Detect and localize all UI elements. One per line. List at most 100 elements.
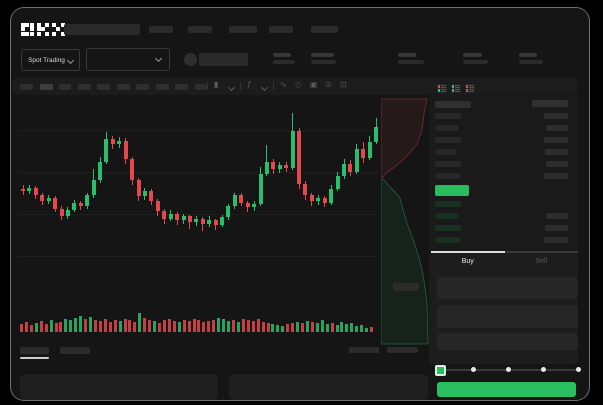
slider-stop-dot[interactable]: [575, 367, 581, 372]
candle-body: [59, 208, 64, 217]
ask-amount[interactable]: [544, 113, 568, 119]
trade-input-field[interactable]: [437, 305, 578, 328]
timeframe-button[interactable]: [77, 84, 91, 90]
timeframe-button[interactable]: [116, 84, 130, 90]
candle-body: [245, 202, 250, 208]
chart-tab-right[interactable]: [387, 347, 418, 353]
okx-logo-pixel: [45, 31, 50, 36]
ask-price[interactable]: [435, 137, 461, 143]
tab-sell[interactable]: Sell: [535, 258, 548, 265]
timeframe-button[interactable]: [97, 84, 110, 90]
volume-bar: [266, 323, 270, 332]
stat-value: [311, 53, 334, 57]
depth-panel: [381, 98, 429, 345]
okx-logo-pixel: [25, 31, 30, 36]
timeframe-button[interactable]: [155, 84, 169, 90]
bid-amount[interactable]: [546, 213, 568, 219]
okx-logo-pixel: [29, 31, 34, 36]
volume-bar: [153, 321, 157, 332]
market-type-dropdown[interactable]: Spot Trading: [21, 49, 80, 71]
nav-item[interactable]: [269, 26, 293, 33]
price-chart[interactable]: [11, 94, 429, 344]
ask-price[interactable]: [435, 173, 460, 179]
nav-item[interactable]: [311, 26, 338, 33]
volume-bar: [207, 321, 211, 332]
candle-body: [264, 161, 269, 174]
timeframe-button[interactable]: [20, 84, 33, 90]
fullscreen-icon[interactable]: ⊡: [340, 80, 347, 89]
ob-mode-row: [452, 86, 460, 89]
candle-body: [329, 188, 334, 203]
volume-bar: [276, 325, 280, 332]
ob-mode-dot: [438, 88, 440, 91]
order-book-panel: [429, 94, 578, 251]
bid-price[interactable]: [435, 237, 460, 243]
timeframe-button[interactable]: [136, 84, 149, 90]
trade-input-field[interactable]: [437, 277, 578, 299]
candle-wick: [202, 217, 204, 232]
bid-price[interactable]: [435, 213, 459, 219]
ob-mode-row: [466, 85, 474, 87]
ask-price[interactable]: [435, 149, 457, 155]
volume-bar: [296, 322, 300, 332]
chart-tab-right[interactable]: [349, 347, 379, 353]
chart-gridline: [17, 130, 379, 131]
ask-price[interactable]: [435, 161, 461, 167]
book-all-icon[interactable]: [437, 84, 447, 93]
slider-stop-dot[interactable]: [505, 367, 511, 372]
candle-body: [342, 164, 346, 177]
volume-bar: [34, 323, 38, 332]
candle-style-icon[interactable]: ▮: [214, 80, 219, 89]
amount-slider-handle[interactable]: [435, 365, 446, 376]
bid-amount[interactable]: [544, 237, 568, 243]
volume-bar: [39, 321, 43, 332]
ask-price[interactable]: [435, 113, 461, 119]
search-input[interactable]: [64, 24, 140, 35]
settings-icon[interactable]: ⊙: [325, 80, 332, 89]
ob-mode-line: [469, 85, 474, 87]
eraser-icon[interactable]: ◇: [295, 80, 302, 89]
slider-stop-dot[interactable]: [470, 367, 476, 372]
indicators-icon[interactable]: ƒ: [247, 80, 252, 89]
chart-tab[interactable]: [20, 347, 49, 354]
ask-price[interactable]: [435, 125, 459, 131]
timeframe-button[interactable]: [59, 84, 71, 90]
volume-bar: [143, 318, 147, 332]
book-bids-icon[interactable]: [451, 84, 461, 93]
line-tools-icon[interactable]: ∿: [280, 80, 287, 89]
nav-item[interactable]: [188, 26, 212, 33]
ask-amount[interactable]: [546, 125, 568, 131]
ask-amount[interactable]: [546, 161, 568, 167]
ask-amount[interactable]: [544, 137, 568, 143]
slider-stop-dot[interactable]: [540, 367, 546, 372]
bid-amount[interactable]: [545, 225, 568, 231]
nav-item[interactable]: [149, 26, 173, 33]
bid-price[interactable]: [435, 225, 461, 231]
volume-bar: [54, 323, 58, 332]
volume-bar: [44, 324, 48, 332]
ask-amount[interactable]: [544, 173, 568, 179]
camera-icon[interactable]: ▣: [310, 80, 318, 89]
book-asks-icon[interactable]: [465, 84, 475, 93]
tab-buy[interactable]: Buy: [431, 251, 505, 270]
volume-bar: [29, 325, 33, 332]
chart-gridline: [17, 214, 379, 215]
pair-selector-dropdown[interactable]: [86, 48, 170, 71]
submit-buy-button[interactable]: [437, 382, 576, 397]
timeframe-button[interactable]: [175, 84, 188, 90]
depth-bids-area: [381, 178, 429, 345]
okx-logo[interactable]: [21, 23, 65, 36]
stat-label: [398, 60, 424, 64]
ask-amount[interactable]: [545, 149, 568, 155]
last-price-badge[interactable]: [435, 185, 469, 196]
candle-body: [297, 130, 302, 184]
trade-input-field[interactable]: [437, 333, 578, 350]
timeframe-button[interactable]: [194, 84, 207, 90]
chart-tab[interactable]: [60, 347, 90, 354]
bid-price[interactable]: [435, 201, 461, 207]
okx-logo-pixel: [29, 27, 34, 32]
candle-body: [181, 216, 186, 220]
nav-item[interactable]: [229, 26, 257, 33]
volume-bar: [182, 320, 186, 332]
timeframe-button[interactable]: [39, 84, 53, 90]
